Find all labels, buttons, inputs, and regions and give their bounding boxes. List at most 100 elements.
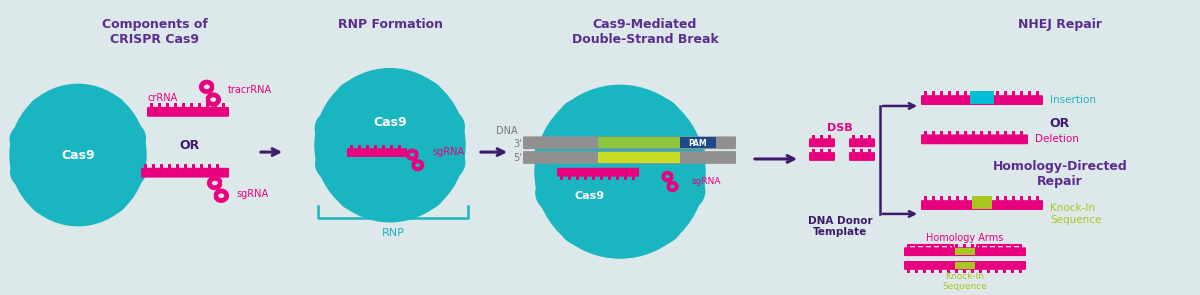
FancyBboxPatch shape [852,149,854,153]
FancyBboxPatch shape [1020,130,1022,135]
Ellipse shape [422,144,464,181]
Text: Cas9: Cas9 [61,149,95,162]
FancyBboxPatch shape [192,164,194,169]
Text: PAM: PAM [689,139,707,148]
Ellipse shape [107,121,145,155]
FancyBboxPatch shape [200,164,203,169]
FancyBboxPatch shape [932,130,935,135]
Text: OR: OR [180,139,200,152]
Ellipse shape [558,99,606,141]
FancyBboxPatch shape [608,176,611,180]
FancyBboxPatch shape [632,176,635,180]
FancyBboxPatch shape [1012,130,1015,135]
FancyBboxPatch shape [972,130,974,135]
Text: tracrRNA: tracrRNA [228,85,272,95]
FancyBboxPatch shape [972,196,974,201]
FancyBboxPatch shape [809,138,835,147]
FancyBboxPatch shape [358,145,361,149]
Text: sgRNA: sgRNA [432,147,464,157]
FancyBboxPatch shape [947,269,950,273]
Text: Cas9-Mediated
Double-Strand Break: Cas9-Mediated Double-Strand Break [571,18,719,46]
FancyBboxPatch shape [956,91,959,96]
FancyBboxPatch shape [390,145,394,149]
FancyBboxPatch shape [940,130,943,135]
FancyBboxPatch shape [1019,269,1022,273]
FancyBboxPatch shape [931,244,934,248]
Text: NHEJ Repair: NHEJ Repair [1018,18,1102,31]
Text: OR: OR [1050,117,1070,130]
FancyBboxPatch shape [868,149,871,153]
FancyBboxPatch shape [904,247,1026,256]
FancyBboxPatch shape [972,196,992,201]
Ellipse shape [635,203,682,245]
FancyBboxPatch shape [624,176,628,180]
Text: RNP: RNP [382,228,404,238]
Text: Cas9: Cas9 [575,191,605,201]
FancyBboxPatch shape [907,244,910,248]
FancyBboxPatch shape [176,164,179,169]
FancyBboxPatch shape [979,269,982,273]
Text: Insertion: Insertion [1050,95,1096,105]
FancyBboxPatch shape [916,269,918,273]
FancyBboxPatch shape [972,91,974,96]
FancyBboxPatch shape [374,145,377,149]
FancyBboxPatch shape [584,176,587,180]
FancyBboxPatch shape [598,137,680,148]
FancyBboxPatch shape [568,176,571,180]
Ellipse shape [335,81,377,118]
Text: DSB: DSB [827,122,853,132]
Ellipse shape [108,154,145,188]
FancyBboxPatch shape [1004,91,1007,96]
FancyBboxPatch shape [158,103,161,108]
FancyBboxPatch shape [1019,244,1022,248]
FancyBboxPatch shape [206,103,209,108]
Text: sgRNA: sgRNA [692,177,721,186]
FancyBboxPatch shape [208,164,211,169]
FancyBboxPatch shape [222,103,226,108]
FancyBboxPatch shape [190,103,193,108]
FancyBboxPatch shape [809,152,835,161]
FancyBboxPatch shape [964,130,967,135]
FancyBboxPatch shape [922,135,1028,144]
FancyBboxPatch shape [922,200,1043,210]
FancyBboxPatch shape [852,135,854,139]
FancyBboxPatch shape [820,135,823,139]
Ellipse shape [10,84,146,226]
FancyBboxPatch shape [598,152,680,163]
Ellipse shape [11,155,49,189]
FancyBboxPatch shape [924,196,928,201]
FancyBboxPatch shape [868,135,871,139]
FancyBboxPatch shape [144,164,148,169]
FancyBboxPatch shape [850,138,875,147]
FancyBboxPatch shape [956,130,959,135]
FancyBboxPatch shape [523,151,736,164]
Ellipse shape [30,181,67,215]
Ellipse shape [595,86,643,128]
FancyBboxPatch shape [988,196,991,201]
FancyBboxPatch shape [616,176,619,180]
FancyBboxPatch shape [560,176,563,180]
FancyBboxPatch shape [166,103,169,108]
FancyBboxPatch shape [812,149,815,153]
FancyBboxPatch shape [924,91,928,96]
FancyBboxPatch shape [947,244,950,248]
Ellipse shape [336,173,378,211]
Ellipse shape [59,85,96,119]
FancyBboxPatch shape [916,244,918,248]
FancyBboxPatch shape [1003,244,1006,248]
FancyBboxPatch shape [986,244,990,248]
FancyBboxPatch shape [850,152,875,161]
FancyBboxPatch shape [995,269,998,273]
FancyBboxPatch shape [1020,196,1022,201]
FancyBboxPatch shape [955,244,958,248]
FancyBboxPatch shape [148,107,229,117]
FancyBboxPatch shape [907,269,910,273]
FancyBboxPatch shape [996,196,998,201]
Text: sgRNA: sgRNA [236,189,268,199]
Text: Deletion: Deletion [1034,134,1079,144]
FancyBboxPatch shape [1010,269,1014,273]
FancyBboxPatch shape [592,176,595,180]
FancyBboxPatch shape [971,244,974,248]
FancyBboxPatch shape [956,196,959,201]
FancyBboxPatch shape [922,95,1043,105]
